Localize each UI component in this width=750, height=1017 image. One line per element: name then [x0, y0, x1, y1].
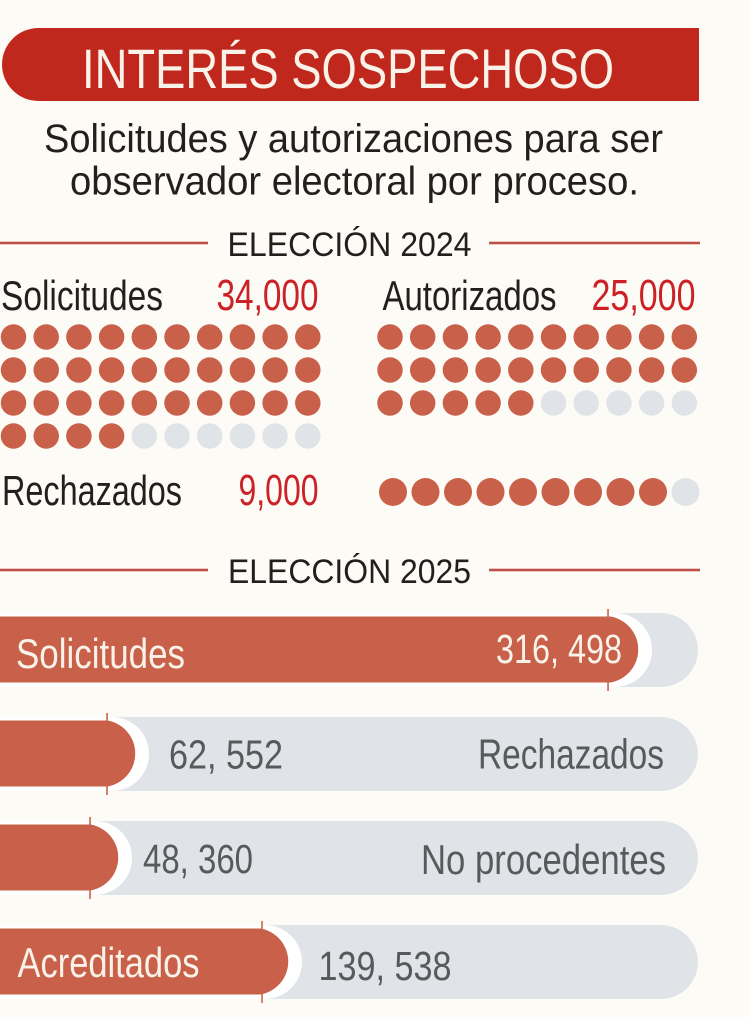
svg-text:139, 538: 139, 538 — [319, 943, 452, 989]
svg-text:observador electoral por proce: observador electoral por proceso. — [70, 160, 639, 204]
svg-text:62, 552: 62, 552 — [169, 732, 283, 778]
svg-text:Acreditados: Acreditados — [18, 939, 200, 986]
svg-text:25,000: 25,000 — [592, 272, 696, 320]
svg-text:Rechazados: Rechazados — [2, 467, 182, 514]
svg-text:Autorizados: Autorizados — [383, 272, 557, 319]
svg-text:No procedentes: No procedentes — [421, 836, 666, 883]
svg-text:ELECCIÓN 2024: ELECCIÓN 2024 — [228, 225, 472, 264]
svg-text:9,000: 9,000 — [239, 467, 319, 515]
svg-text:48, 360: 48, 360 — [143, 836, 253, 882]
svg-text:34,000: 34,000 — [217, 272, 319, 320]
svg-text:Solicitudes y autorizaciones p: Solicitudes y autorizaciones para ser — [44, 117, 663, 161]
svg-text:ELECCIÓN 2025: ELECCIÓN 2025 — [228, 552, 471, 591]
svg-text:316, 498: 316, 498 — [496, 626, 622, 672]
svg-text:Solicitudes: Solicitudes — [16, 630, 185, 677]
svg-text:Solicitudes: Solicitudes — [1, 272, 163, 319]
svg-text:Rechazados: Rechazados — [478, 731, 664, 778]
svg-text:INTERÉS SOSPECHOSO: INTERÉS SOSPECHOSO — [82, 37, 614, 100]
